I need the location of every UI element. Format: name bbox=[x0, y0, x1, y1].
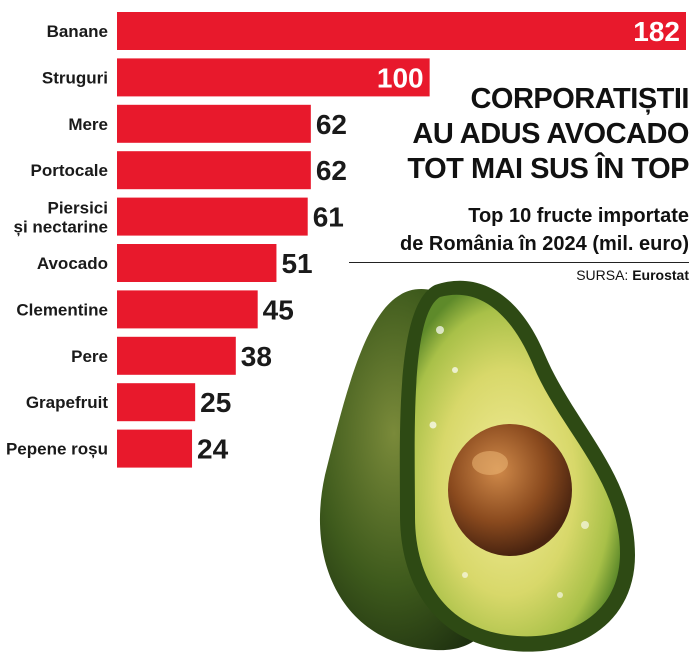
bar-3 bbox=[117, 151, 311, 190]
category-label-5: Avocado bbox=[37, 254, 108, 273]
headline-line-2: AU ADUS AVOCADO bbox=[412, 118, 689, 150]
category-label-9: Pepene roșu bbox=[6, 440, 108, 459]
headline-line-3: TOT MAI SUS ÎN TOP bbox=[407, 153, 689, 185]
subtitle-line-1: Top 10 fructe importate bbox=[468, 205, 689, 227]
category-label-8: Grapefruit bbox=[26, 393, 109, 412]
source-name: Eurostat bbox=[632, 267, 689, 283]
value-label-6: 45 bbox=[263, 294, 294, 325]
value-label-0: 182 bbox=[633, 16, 680, 47]
value-label-2: 62 bbox=[316, 109, 347, 140]
value-label-9: 24 bbox=[197, 434, 229, 465]
category-label-6: Clementine bbox=[16, 300, 108, 319]
bar-1 bbox=[117, 58, 430, 97]
chart-subtitle: Top 10 fructe importate de România în 20… bbox=[329, 202, 689, 258]
category-label-7: Pere bbox=[71, 347, 108, 366]
source-prefix: SURSA: bbox=[576, 267, 629, 283]
source-note: SURSA: Eurostat bbox=[349, 262, 689, 283]
pit-highlight bbox=[472, 451, 508, 475]
bar-4 bbox=[117, 197, 308, 236]
category-label-4: Piersici și nectarine bbox=[14, 199, 109, 237]
value-label-4: 61 bbox=[313, 202, 344, 233]
bar-2 bbox=[117, 104, 311, 143]
bar-0 bbox=[117, 12, 686, 50]
value-label-8: 25 bbox=[200, 387, 231, 418]
avocado-pit bbox=[448, 424, 572, 556]
category-label-0: Banane bbox=[47, 22, 108, 41]
bar-8 bbox=[117, 383, 196, 422]
bar-7 bbox=[117, 336, 236, 375]
headline: CORPORATIȘTII AU ADUS AVOCADO TOT MAI SU… bbox=[329, 82, 689, 187]
category-label-1: Struguri bbox=[42, 68, 108, 87]
subtitle-line-2: de România în 2024 (mil. euro) bbox=[400, 233, 689, 255]
bar-5 bbox=[117, 244, 277, 282]
bar-6 bbox=[117, 290, 258, 329]
value-label-3: 62 bbox=[316, 155, 347, 186]
headline-line-1: CORPORATIȘTII bbox=[470, 83, 689, 115]
value-label-7: 38 bbox=[241, 341, 272, 372]
category-label-3: Portocale bbox=[31, 161, 108, 180]
bar-9 bbox=[117, 429, 193, 468]
value-label-1: 100 bbox=[377, 62, 424, 93]
category-label-2: Mere bbox=[68, 115, 108, 134]
value-label-5: 51 bbox=[281, 248, 312, 279]
avocado-illustration bbox=[319, 280, 635, 652]
